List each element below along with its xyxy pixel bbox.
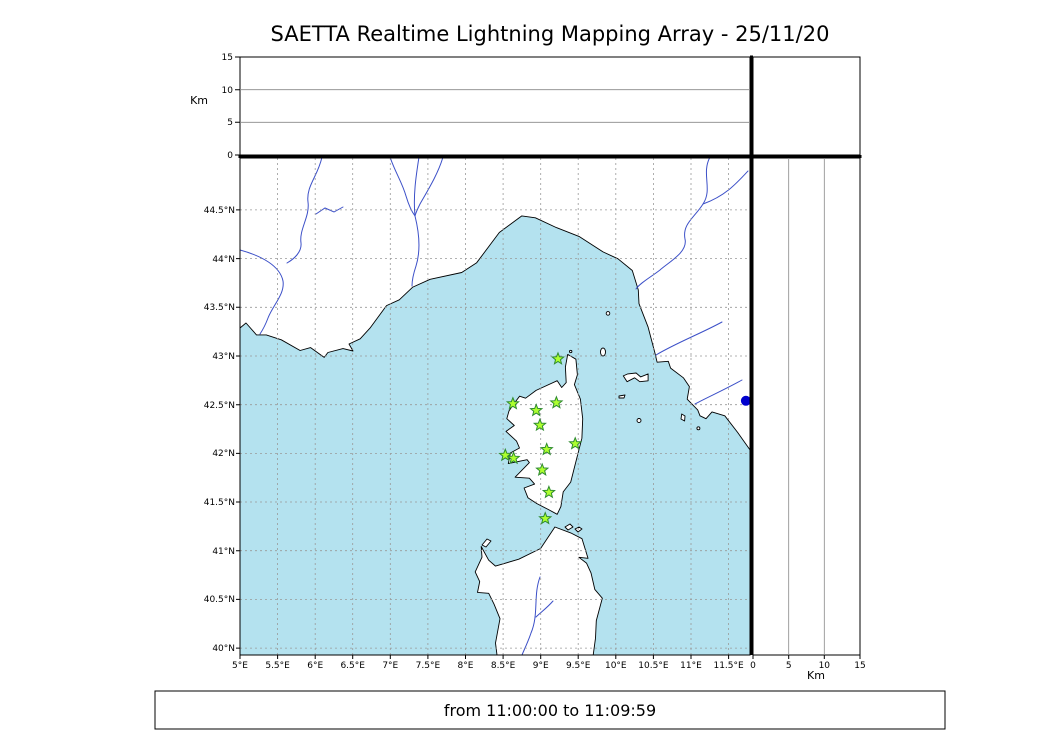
island-pianosa bbox=[618, 394, 626, 399]
island-elba bbox=[622, 372, 649, 383]
map-x-ticks bbox=[239, 655, 730, 659]
river-wiggle bbox=[315, 206, 344, 215]
map-y-ticks bbox=[236, 209, 240, 649]
right-tick-label: 0 bbox=[750, 661, 756, 671]
map-content bbox=[240, 158, 750, 655]
island-giannutri bbox=[696, 426, 701, 431]
altitude-longitude-panel: 15 10 5 0 Km bbox=[190, 53, 751, 161]
river-durance bbox=[240, 249, 284, 335]
right-panel-area bbox=[752, 157, 861, 656]
rivers bbox=[240, 158, 749, 655]
lat-tick-label: 41.5°N bbox=[204, 498, 235, 508]
island-asinara bbox=[481, 538, 492, 548]
river-arno bbox=[635, 158, 711, 290]
island-montecristo bbox=[636, 418, 642, 423]
latitude-gridlines bbox=[240, 209, 750, 649]
river-var bbox=[411, 215, 420, 287]
corner-panel bbox=[752, 56, 861, 156]
lightning-source-marker bbox=[740, 395, 750, 406]
lon-tick-label: 9.5°E bbox=[566, 661, 591, 671]
island-giglio bbox=[680, 413, 686, 422]
lon-tick-label: 10.5°E bbox=[638, 661, 669, 671]
latitude-altitude-panel: 0 5 10 15 Km bbox=[750, 157, 866, 682]
lon-tick-label: 5°E bbox=[232, 661, 248, 671]
lat-tick-label: 40.5°N bbox=[204, 595, 235, 605]
lon-tick-label: 7.5°E bbox=[416, 661, 441, 671]
alt-tick-label: 5 bbox=[227, 118, 233, 128]
alt-tick-label: 10 bbox=[222, 86, 234, 96]
river-provence bbox=[286, 158, 323, 264]
alt-tick-label: 15 bbox=[222, 53, 233, 63]
altitude-panel-area bbox=[239, 56, 751, 156]
altitude-axis-ticks bbox=[235, 56, 240, 156]
lat-tick-label: 43.5°N bbox=[204, 303, 235, 313]
island-maddalena bbox=[564, 523, 574, 531]
river-sardinia bbox=[521, 576, 541, 655]
island-capraia bbox=[600, 347, 606, 357]
river-po-branch-3 bbox=[414, 158, 444, 217]
right-tick-label: 5 bbox=[786, 661, 792, 671]
altitude-unit-label: Km bbox=[190, 94, 208, 107]
lon-tick-label: 9°E bbox=[533, 661, 549, 671]
altitude-panel-gridlines bbox=[240, 89, 750, 123]
map-panel: 5°E 5.5°E 6°E 6.5°E 7°E 7.5°E 8°E 8.5°E … bbox=[204, 157, 751, 671]
right-tick-label: 15 bbox=[854, 661, 865, 671]
lon-tick-label: 11°E bbox=[680, 661, 702, 671]
river-po-branch-2 bbox=[413, 158, 420, 217]
lon-tick-label: 5.5°E bbox=[265, 661, 290, 671]
caption-text: from 11:00:00 to 11:09:59 bbox=[444, 701, 656, 720]
island-gorgona bbox=[605, 311, 611, 316]
river-sardinia-branch bbox=[535, 600, 554, 618]
right-tick-label: 10 bbox=[819, 661, 831, 671]
page-title: SAETTA Realtime Lightning Mapping Array … bbox=[271, 22, 830, 46]
lat-tick-label: 44.5°N bbox=[204, 206, 235, 216]
river-cecina bbox=[655, 321, 723, 356]
lat-tick-label: 41°N bbox=[212, 547, 235, 557]
right-axis-ticks bbox=[752, 655, 861, 659]
lon-tick-label: 8°E bbox=[458, 661, 474, 671]
lon-tick-label: 11.5°E bbox=[713, 661, 744, 671]
lat-tick-label: 40°N bbox=[212, 644, 235, 654]
lat-tick-label: 44°N bbox=[212, 255, 235, 265]
islet-giraglia bbox=[569, 349, 573, 354]
coastline-corsica bbox=[505, 353, 584, 515]
river-po-branch-1 bbox=[389, 158, 416, 217]
lon-tick-label: 6.5°E bbox=[340, 661, 365, 671]
right-panel-gridlines bbox=[788, 158, 825, 655]
caption-box: from 11:00:00 to 11:09:59 bbox=[154, 690, 946, 730]
lon-tick-label: 8.5°E bbox=[491, 661, 516, 671]
marker-layer bbox=[499, 352, 750, 524]
lon-tick-label: 6°E bbox=[307, 661, 323, 671]
river-arno-branch bbox=[702, 170, 749, 205]
lat-tick-label: 42.5°N bbox=[204, 401, 235, 411]
river-ombrone bbox=[694, 379, 743, 405]
lon-tick-label: 10°E bbox=[605, 661, 627, 671]
caption-frame bbox=[154, 690, 946, 730]
lat-tick-label: 42°N bbox=[212, 449, 235, 459]
right-unit-label: Km bbox=[807, 669, 825, 682]
alt-tick-label: 0 bbox=[227, 151, 233, 161]
lon-tick-label: 7°E bbox=[382, 661, 398, 671]
lat-tick-label: 43°N bbox=[212, 352, 235, 362]
landmasses bbox=[240, 158, 750, 655]
